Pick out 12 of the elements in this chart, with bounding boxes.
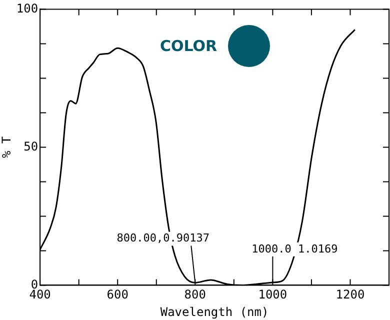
y-axis-title: % T (0, 136, 14, 158)
y-tick-label: 100 (16, 1, 38, 16)
annotation: 800.00,0.90137 (116, 232, 210, 245)
x-tick-label: 400 (29, 288, 51, 302)
x-axis-title: Wavelength (nm) (160, 304, 269, 319)
x-tick-label: 800 (184, 288, 206, 302)
annotation: COLOR (160, 37, 218, 55)
x-tick-label: 600 (106, 288, 128, 302)
y-tick-label: 50 (24, 139, 38, 154)
x-tick-label: 1000 (258, 288, 288, 302)
annotation: 1000.0 1.0169 (252, 242, 338, 256)
x-tick-label: 1200 (336, 288, 365, 302)
